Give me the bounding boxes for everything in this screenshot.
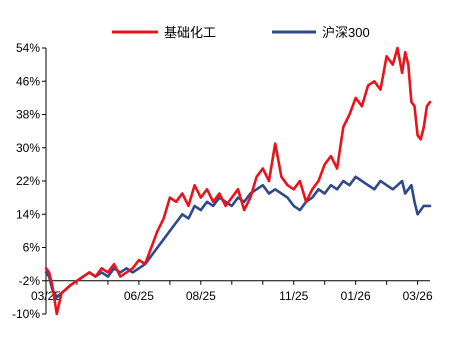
- legend: 基础化工 沪深300: [112, 25, 370, 40]
- x-tick-label: 06/25: [124, 289, 154, 303]
- series-line-csi300: [44, 175, 432, 299]
- y-tick-label: 14%: [16, 207, 40, 221]
- legend-label-basic-chemicals: 基础化工: [164, 25, 216, 40]
- x-tick-label: 01/26: [341, 289, 371, 303]
- legend-label-csi300: 沪深300: [322, 25, 370, 40]
- x-tick-label: 03/26: [403, 289, 433, 303]
- y-tick-label: 22%: [16, 174, 40, 188]
- x-tick-label: 11/25: [279, 289, 308, 303]
- y-tick-label: 6%: [23, 241, 41, 255]
- y-tick-label: 46%: [16, 74, 40, 88]
- y-axis: 54% 46% 38% 30% 22% 14% 6% -2% -10%: [12, 41, 47, 321]
- x-axis: 03/25 06/25 08/25 11/25 01/26 03/26: [31, 280, 433, 303]
- y-tick-label: -10%: [12, 307, 40, 321]
- y-tick-label: 54%: [16, 41, 40, 55]
- series-line-basic-chemicals: [44, 46, 432, 316]
- x-tick-label: 08/25: [186, 289, 216, 303]
- y-tick-label: 38%: [16, 108, 40, 122]
- plot-area: [44, 46, 432, 316]
- y-tick-label: -2%: [19, 274, 41, 288]
- y-tick-label: 30%: [16, 141, 40, 155]
